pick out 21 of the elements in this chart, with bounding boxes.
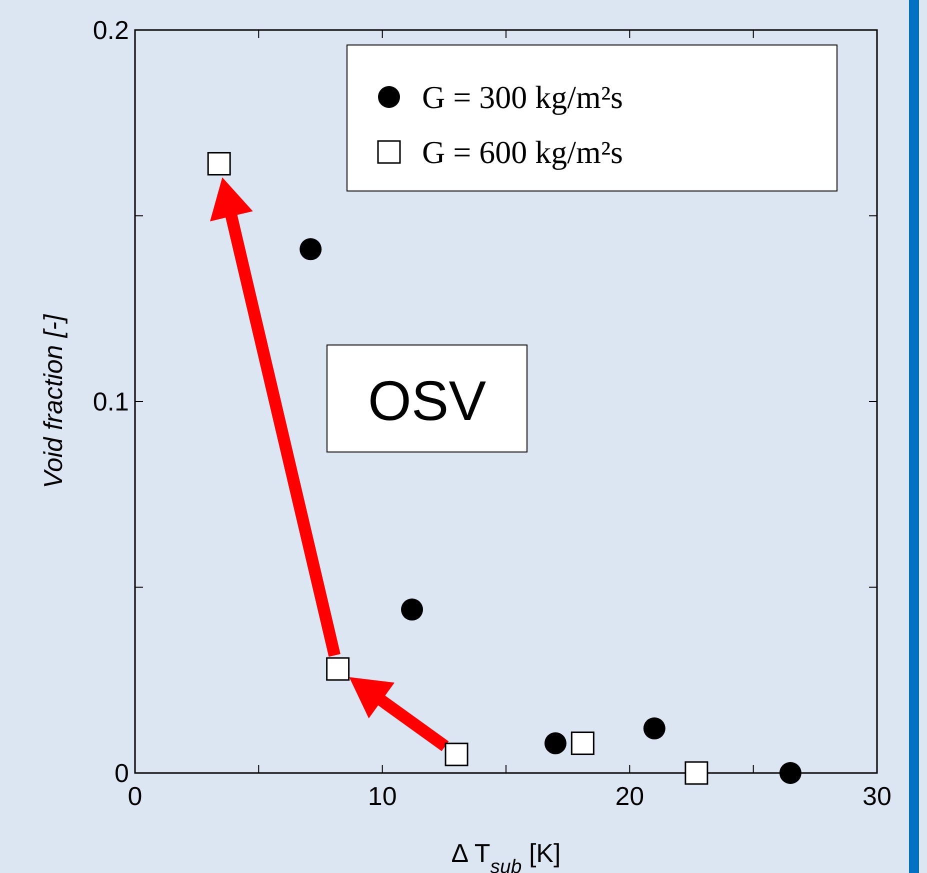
- annotation: OSV: [368, 369, 487, 432]
- point: [326, 657, 350, 681]
- point: [684, 761, 708, 785]
- y-axis-title: Void fraction [-]: [38, 314, 68, 488]
- point: [207, 152, 231, 176]
- x-tick-label: 30: [862, 781, 892, 811]
- point: [779, 762, 802, 784]
- y-tick-label: 0.1: [92, 386, 129, 416]
- point: [300, 238, 322, 260]
- x-axis-title: Δ T$_{sub}$ [K]: [451, 838, 561, 873]
- y-tick-label: 0: [114, 758, 129, 788]
- y-tick-label: 0.2: [92, 15, 129, 45]
- legend-label: G = 600 kg/m²s: [422, 134, 623, 170]
- x-tick-label: 20: [615, 781, 644, 811]
- point: [643, 717, 666, 740]
- point: [444, 742, 468, 766]
- point: [570, 732, 594, 756]
- legend-label: G = 300 kg/m²s: [422, 79, 623, 115]
- x-tick-label: 10: [368, 781, 397, 811]
- point: [401, 598, 424, 621]
- point: [544, 732, 566, 754]
